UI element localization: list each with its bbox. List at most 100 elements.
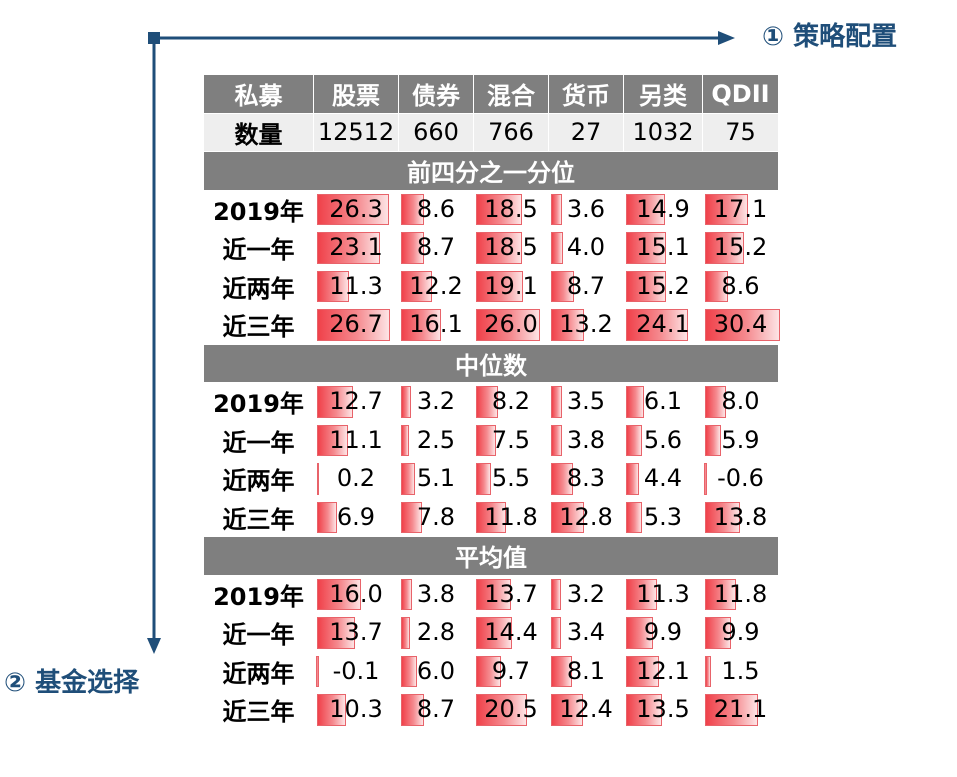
data-bar [551,386,562,418]
value-label: 12.1 [636,656,690,685]
value-cell: 17.1 [702,189,779,229]
data-bar [316,424,349,456]
value-cell: 5.9 [702,420,779,460]
value-label: 5.5 [491,464,531,492]
data-bar [401,501,422,533]
count-row: 数量 12512 660 766 27 1032 75 [203,112,779,152]
value-label: 4.0 [566,233,606,261]
value-cell: 4.0 [548,228,624,268]
data-bar [705,501,741,533]
value-label: 11.3 [329,271,383,300]
corner-header: 私募 [203,74,314,114]
fund-selection-label: ② 基金选择 [4,668,140,698]
value-cell: 14.4 [473,613,549,653]
value-label: 18.5 [484,194,538,223]
data-row: 近三年 10.3 8.7 20.5 12.4 13.5 21.1 [203,690,779,730]
data-row: 近一年 11.1 2.5 7.5 3.8 5.6 5.9 [203,420,779,460]
value-label: 8.7 [416,233,456,261]
value-label: -0.1 [332,656,380,685]
data-bar [476,501,507,533]
data-bar [626,694,662,726]
data-bar [401,193,424,225]
value-cell: 2.5 [398,420,474,460]
row-label: 2019年 [203,189,314,229]
data-row: 2019年 12.7 3.2 8.2 3.5 6.1 8.0 [203,382,779,422]
value-label: 3.2 [566,579,606,608]
value-label: 26.7 [329,310,383,338]
value-cell: 26.0 [473,305,549,345]
data-bar [316,578,362,610]
value-cell: 11.3 [623,574,703,614]
data-bar [476,463,492,495]
data-bar [316,309,391,341]
value-label: 13.7 [484,579,538,608]
data-bar [401,424,410,456]
value-cell: 13.2 [548,305,624,345]
data-bar [626,193,666,225]
value-label: 5.6 [643,425,683,454]
data-bar [316,193,390,225]
value-label: 24.1 [636,310,690,338]
data-row: 2019年 26.3 8.6 18.5 3.6 14.9 17.1 [203,189,779,229]
data-bar [401,655,418,687]
value-cell: 11.8 [702,574,779,614]
data-bar [401,617,410,649]
value-label: 17.1 [713,194,768,223]
data-bar [551,424,563,456]
value-cell: 7.5 [473,420,549,460]
value-label: 26.3 [329,194,383,223]
value-label: -0.6 [717,464,764,492]
value-cell: 3.4 [548,613,624,653]
value-cell: 18.5 [473,189,549,229]
value-label: 8.6 [721,271,760,300]
value-cell: -0.6 [702,459,779,499]
column-header-hybrid: 混合 [473,74,549,114]
value-cell: 13.5 [623,690,703,730]
data-bar [551,309,585,341]
value-cell: 13.8 [702,497,779,537]
data-bar [476,655,502,687]
data-bar [705,578,736,610]
value-label: 11.3 [636,579,690,608]
data-bar [551,193,562,225]
value-cell: 12.8 [548,497,624,537]
arrow-right-icon [718,31,735,45]
value-cell: 30.4 [702,305,780,345]
value-cell: 10.3 [313,690,399,730]
value-label: 26.0 [484,310,538,338]
value-label: 12.8 [559,502,613,531]
section-title: 平均值 [203,536,779,576]
count-value: 12512 [313,112,399,152]
data-bar [316,386,353,418]
data-bar [626,232,666,264]
value-label: 21.1 [713,695,768,723]
value-label: 3.8 [416,579,456,608]
value-cell: 3.8 [398,574,474,614]
data-bar [316,232,381,264]
value-cell: 20.5 [473,690,549,730]
data-bar [551,270,574,302]
data-bar [626,270,667,302]
data-bar [705,694,758,726]
data-bar [476,578,511,610]
value-label: 6.9 [336,502,376,531]
data-bar [626,463,640,495]
data-bar [476,694,527,726]
value-cell: 11.1 [313,420,399,460]
row-label: 近一年 [203,613,314,653]
data-bar [551,617,562,649]
data-bar [705,193,749,225]
data-bar [626,655,659,687]
value-label: 9.9 [721,618,760,646]
value-cell: 6.0 [398,651,474,691]
value-cell: 5.6 [623,420,703,460]
value-cell: 8.2 [473,382,549,422]
data-row: 近一年 23.1 8.7 18.5 4.0 15.1 15.2 [203,228,779,268]
value-cell: 3.2 [548,574,624,614]
data-row: 近两年 0.2 5.1 5.5 8.3 4.4 -0.6 [203,459,779,499]
data-bar [401,309,442,341]
section-header-row: 中位数 [203,343,779,383]
value-cell: 6.9 [313,497,399,537]
value-cell: 8.7 [398,228,474,268]
value-cell: 5.1 [398,459,474,499]
